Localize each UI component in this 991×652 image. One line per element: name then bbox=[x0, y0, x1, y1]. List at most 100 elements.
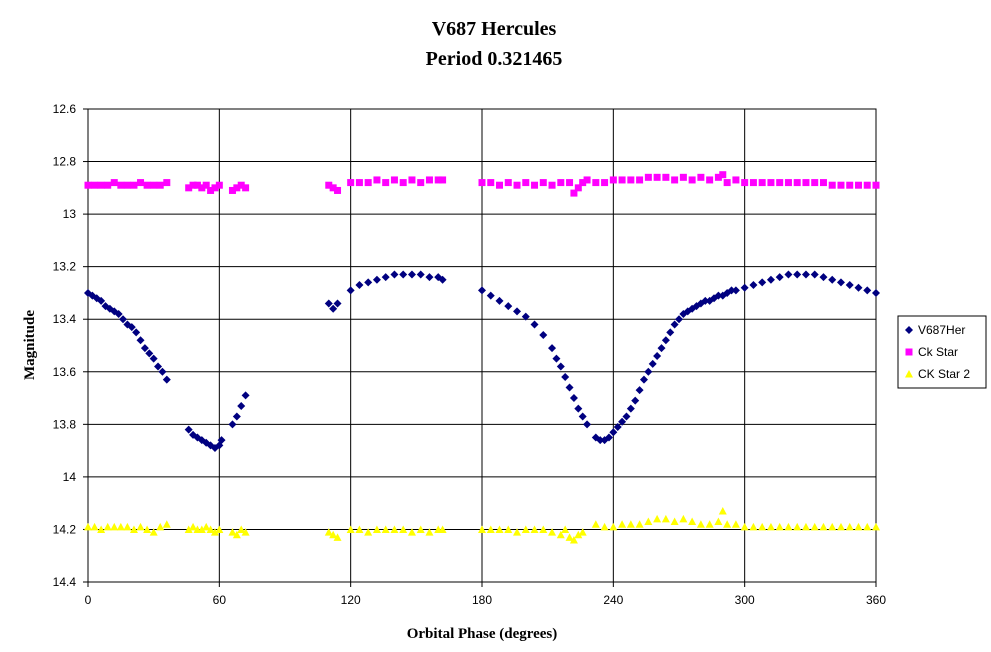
data-point-ck-star-2 bbox=[775, 522, 784, 531]
data-point-ck-star bbox=[574, 184, 582, 192]
data-point-ck-star-2 bbox=[591, 520, 600, 528]
y-tick-label: 13.4 bbox=[53, 312, 77, 326]
data-point-v687her bbox=[661, 336, 670, 345]
data-point-ck-star-2 bbox=[84, 522, 92, 531]
y-tick-label: 12.6 bbox=[53, 102, 77, 116]
data-point-ck-star bbox=[566, 179, 574, 187]
data-point-ck-star bbox=[679, 173, 687, 181]
axis-ticks: 0 60 120 180 240 300 360 12.6 12.8 13 13.2 13.4 13.6… bbox=[53, 102, 887, 607]
data-point-v687her bbox=[653, 352, 662, 361]
data-point-ck-star-2 bbox=[688, 517, 697, 526]
data-point-ck-star bbox=[592, 179, 600, 187]
data-point-ck-star-2 bbox=[210, 528, 219, 536]
data-point-v687her bbox=[521, 312, 530, 321]
data-point-ck-star bbox=[150, 181, 158, 189]
x-tick-label: 0 bbox=[85, 593, 92, 607]
data-point-ck-star-2 bbox=[189, 522, 198, 531]
data-point-ck-star-2 bbox=[110, 522, 119, 531]
data-point-ck-star-2 bbox=[854, 522, 863, 531]
data-point-ck-star-2 bbox=[561, 525, 570, 533]
y-tick-label: 13.6 bbox=[53, 365, 77, 379]
data-point-v687her bbox=[635, 386, 644, 395]
data-point-ck-star-2 bbox=[123, 522, 132, 531]
data-point-ck-star bbox=[156, 181, 164, 189]
data-point-ck-star bbox=[487, 179, 495, 187]
data-point-ck-star-2 bbox=[333, 533, 342, 541]
data-point-v687her bbox=[578, 412, 587, 421]
data-point-ck-star-2 bbox=[793, 522, 802, 531]
data-point-ck-star-2 bbox=[129, 525, 138, 533]
data-point-ck-star bbox=[163, 179, 171, 187]
legend: V687Her Ck Star CK Star 2 bbox=[897, 315, 987, 389]
data-point-ck-star bbox=[767, 179, 775, 187]
data-point-ck-star-2 bbox=[749, 522, 758, 531]
data-point-ck-star bbox=[202, 181, 210, 189]
data-point-ck-star bbox=[627, 176, 635, 184]
data-point-v687her bbox=[381, 273, 390, 282]
data-point-v687her bbox=[548, 344, 557, 353]
data-point-ck-star bbox=[347, 179, 355, 187]
data-point-ck-star bbox=[143, 181, 151, 189]
data-point-v687her bbox=[714, 291, 723, 300]
data-point-ck-star-2 bbox=[714, 517, 723, 526]
data-point-ck-star bbox=[828, 181, 836, 189]
y-tick-label: 13.8 bbox=[53, 417, 77, 431]
data-point-v687her bbox=[556, 362, 565, 371]
data-point-ck-star-2 bbox=[723, 520, 732, 528]
data-point-v687her bbox=[670, 320, 679, 329]
data-point-ck-star bbox=[207, 186, 215, 194]
data-point-v687her bbox=[561, 373, 570, 382]
data-point-v687her bbox=[97, 296, 106, 305]
data-point-v687her bbox=[613, 422, 622, 431]
data-point-v687her bbox=[740, 283, 749, 292]
data-point-v687her bbox=[333, 299, 342, 308]
x-tick-label: 300 bbox=[735, 593, 755, 607]
data-point-ck-star-2 bbox=[539, 525, 548, 533]
data-point-ck-star-2 bbox=[845, 522, 854, 531]
x-tick-label: 180 bbox=[472, 593, 492, 607]
data-point-ck-star bbox=[583, 176, 591, 184]
data-point-v687her bbox=[596, 436, 605, 445]
data-point-ck-star bbox=[364, 179, 372, 187]
data-point-v687her bbox=[552, 354, 561, 363]
data-point-ck-star bbox=[723, 179, 731, 187]
data-point-ck-star-2 bbox=[416, 525, 425, 533]
data-point-v687her bbox=[530, 320, 539, 329]
data-point-v687her bbox=[513, 307, 522, 316]
data-point-ck-star-2 bbox=[758, 522, 767, 531]
data-point-ck-star-2 bbox=[784, 522, 793, 531]
data-point-ck-star bbox=[189, 181, 197, 189]
data-point-ck-star-2 bbox=[381, 525, 390, 533]
data-point-ck-star bbox=[215, 181, 223, 189]
data-point-ck-star bbox=[776, 179, 784, 187]
data-point-v687her bbox=[119, 315, 128, 324]
data-point-ck-star bbox=[732, 176, 740, 184]
data-point-v687her bbox=[478, 286, 486, 295]
data-point-v687her bbox=[346, 286, 355, 295]
data-point-v687her bbox=[565, 383, 574, 392]
data-point-v687her bbox=[324, 299, 333, 308]
data-point-ck-star-2 bbox=[670, 517, 679, 526]
data-point-ck-star bbox=[439, 176, 447, 184]
data-point-ck-star bbox=[110, 179, 118, 187]
data-point-ck-star-2 bbox=[696, 520, 705, 528]
data-point-v687her bbox=[583, 420, 592, 429]
data-point-v687her bbox=[486, 291, 495, 300]
series-v687her bbox=[84, 270, 880, 452]
data-point-ck-star-2 bbox=[679, 514, 688, 523]
data-point-ck-star bbox=[373, 176, 381, 184]
data-point-ck-star bbox=[531, 181, 539, 189]
data-point-ck-star bbox=[355, 179, 363, 187]
data-point-ck-star-2 bbox=[346, 525, 355, 533]
data-point-ck-star-2 bbox=[149, 528, 158, 536]
data-point-ck-star bbox=[228, 186, 236, 194]
y-tick-label: 14.4 bbox=[53, 575, 77, 589]
data-point-ck-star bbox=[557, 179, 565, 187]
data-point-ck-star bbox=[513, 181, 521, 189]
data-point-ck-star-2 bbox=[863, 522, 872, 531]
data-point-ck-star bbox=[784, 179, 792, 187]
data-point-ck-star bbox=[417, 179, 425, 187]
data-point-ck-star bbox=[758, 179, 766, 187]
data-point-ck-star-2 bbox=[364, 528, 373, 536]
data-point-ck-star bbox=[570, 189, 578, 197]
